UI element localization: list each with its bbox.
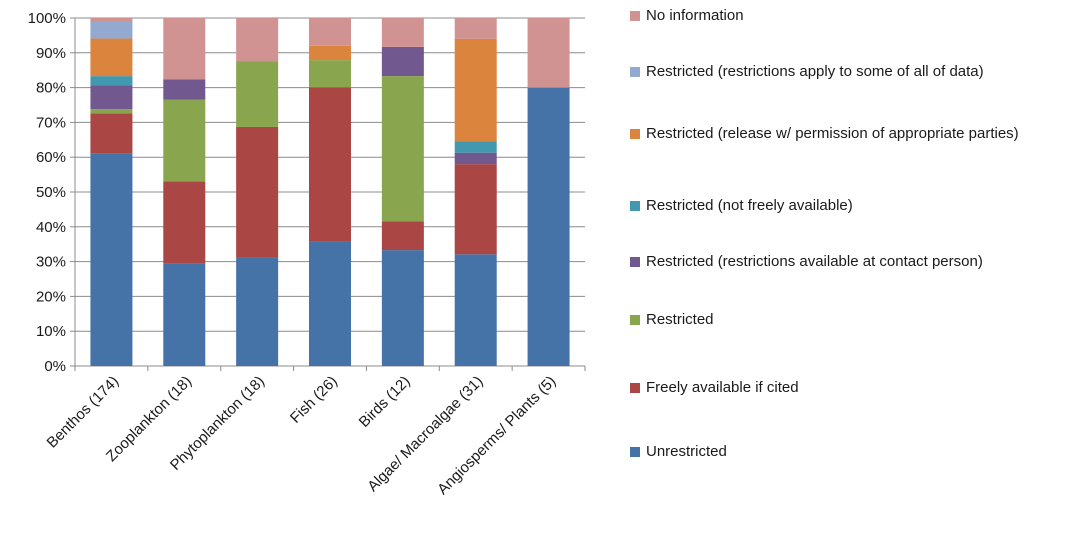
bar-segment-freely-available-if-cited (236, 126, 279, 258)
legend-item: Restricted (release w/ permission of app… (630, 124, 1086, 144)
y-tick-label: 60% (36, 149, 66, 166)
legend-swatch (630, 315, 640, 325)
y-tick-label: 0% (44, 358, 66, 375)
legend-item: Restricted (not freely available) (630, 196, 1086, 216)
y-tick-label: 100% (28, 10, 66, 27)
legend-swatch (630, 257, 640, 267)
legend-label: Restricted (restrictions available at co… (646, 253, 983, 270)
x-category-label: Angiosperms/ Plants (5) (434, 373, 559, 498)
legend-item: No information (630, 6, 1086, 26)
legend-item: Restricted (restrictions available at co… (630, 252, 1086, 272)
bar-segment-unrestricted (236, 257, 279, 366)
bar-segment-unrestricted (309, 241, 351, 366)
bar-segment-restricted-restrictions-available-at-contact-person (381, 46, 424, 77)
y-tick-label: 90% (36, 45, 66, 62)
bar-segment-unrestricted (90, 153, 133, 366)
y-tick-label: 70% (36, 114, 66, 131)
legend-swatch (630, 201, 640, 211)
bar-segment-restricted-not-freely-available (454, 141, 497, 153)
y-tick-label: 30% (36, 254, 66, 271)
y-tick-label: 40% (36, 219, 66, 236)
legend-item: Restricted (restrictions apply to some o… (630, 62, 1086, 82)
legend-swatch (630, 383, 640, 393)
bar-segment-restricted-not-freely-available (90, 76, 133, 86)
x-category-label: Benthos (174) (44, 373, 123, 452)
legend-label: Restricted (646, 311, 714, 328)
bar-segment-freely-available-if-cited (90, 113, 133, 154)
legend-swatch (630, 129, 640, 139)
bar-segment-freely-available-if-cited (309, 87, 351, 242)
bar-segment-unrestricted (454, 254, 497, 366)
bar-segment-restricted-restrictions-apply-to-some-of-all-of-data (90, 21, 133, 39)
bar-segment-restricted-release-w-permission-of-appropriate-parties (90, 38, 133, 77)
bar-segment-no-information (163, 18, 206, 80)
y-tick-label: 20% (36, 288, 66, 305)
bar-segment-restricted (236, 61, 279, 127)
bar-segment-restricted (381, 76, 424, 222)
legend-label: No information (646, 7, 744, 24)
stacked-bar-chart: 0% 10% 20% 30% 40% 50% 60% 70% 80% 90% 100% Benthos… (28, 10, 586, 498)
bar-segment-restricted (309, 60, 351, 88)
bar-segment-unrestricted (163, 263, 206, 366)
legend-item: Freely available if cited (630, 378, 1086, 398)
bar-segment-freely-available-if-cited (163, 181, 206, 264)
legend-swatch (630, 11, 640, 21)
legend-item: Unrestricted (630, 442, 1086, 462)
bar-segment-unrestricted (381, 250, 424, 366)
bar-segment-no-information (236, 18, 279, 62)
bar-segment-restricted (163, 99, 206, 182)
bar-segment-restricted-restrictions-available-at-contact-person (90, 85, 133, 110)
x-category-label: Birds (12) (356, 373, 414, 431)
y-tick-label: 10% (36, 323, 66, 340)
bar-segment-unrestricted (527, 87, 570, 366)
bar-segment-restricted-release-w-permission-of-appropriate-parties (309, 45, 351, 61)
bar-segment-restricted-restrictions-available-at-contact-person (163, 79, 206, 100)
legend-item: Restricted (630, 310, 1086, 330)
bar-segment-no-information (90, 18, 133, 22)
legend-label: Unrestricted (646, 443, 727, 460)
bar-segment-freely-available-if-cited (381, 221, 424, 251)
legend-label: Restricted (restrictions apply to some o… (646, 63, 984, 80)
x-category-label: Fish (26) (287, 373, 341, 427)
legend-swatch (630, 67, 640, 77)
bar-segment-no-information (454, 18, 497, 39)
bar-segment-freely-available-if-cited (454, 164, 497, 255)
bar-segment-no-information (309, 18, 351, 46)
legend-label: Freely available if cited (646, 379, 799, 396)
bar-segment-restricted (90, 109, 133, 114)
bar-segment-no-information (381, 18, 424, 47)
legend-swatch (630, 447, 640, 457)
bar-segment-restricted-restrictions-available-at-contact-person (454, 152, 497, 165)
legend-label: Restricted (not freely available) (646, 197, 853, 214)
bar-segment-restricted-release-w-permission-of-appropriate-parties (454, 38, 497, 142)
legend-label: Restricted (release w/ permission of app… (646, 125, 1019, 142)
y-tick-label: 50% (36, 184, 66, 201)
bar-segment-no-information (527, 18, 570, 88)
y-tick-label: 80% (36, 80, 66, 97)
